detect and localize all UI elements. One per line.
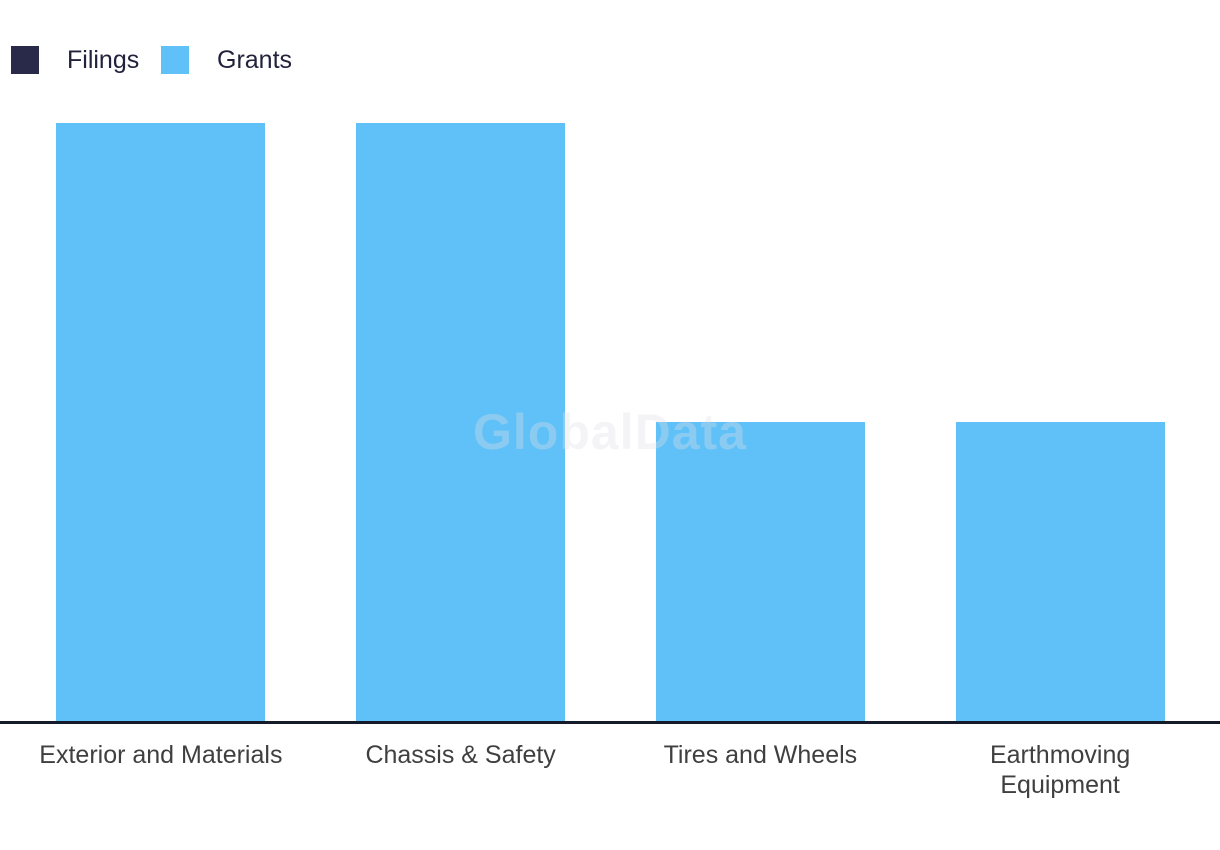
bar-grants-3[interactable] <box>655 422 865 722</box>
category-label-2: Chassis & Safety <box>365 741 556 769</box>
bar-grants-1[interactable] <box>56 123 266 722</box>
grants-legend-label: Grants <box>217 46 293 74</box>
legend-item-filings[interactable]: Filings <box>11 46 139 74</box>
bar-grants-2[interactable] <box>356 123 566 722</box>
category-label-4: Earthmoving Equipment <box>989 741 1131 799</box>
filings-color-swatch <box>11 46 39 74</box>
category-label-3: Tires and Wheels <box>663 741 858 769</box>
legend-item-grants[interactable]: Grants <box>161 46 292 74</box>
filings-legend-label: Filings <box>67 46 140 74</box>
category-label-1: Exterior and Materials <box>39 741 283 769</box>
x-axis-baseline <box>0 721 1220 724</box>
grants-color-swatch <box>161 46 189 74</box>
chart-legend: Filings Grants <box>0 0 1220 90</box>
bar-grants-4[interactable] <box>955 422 1165 722</box>
